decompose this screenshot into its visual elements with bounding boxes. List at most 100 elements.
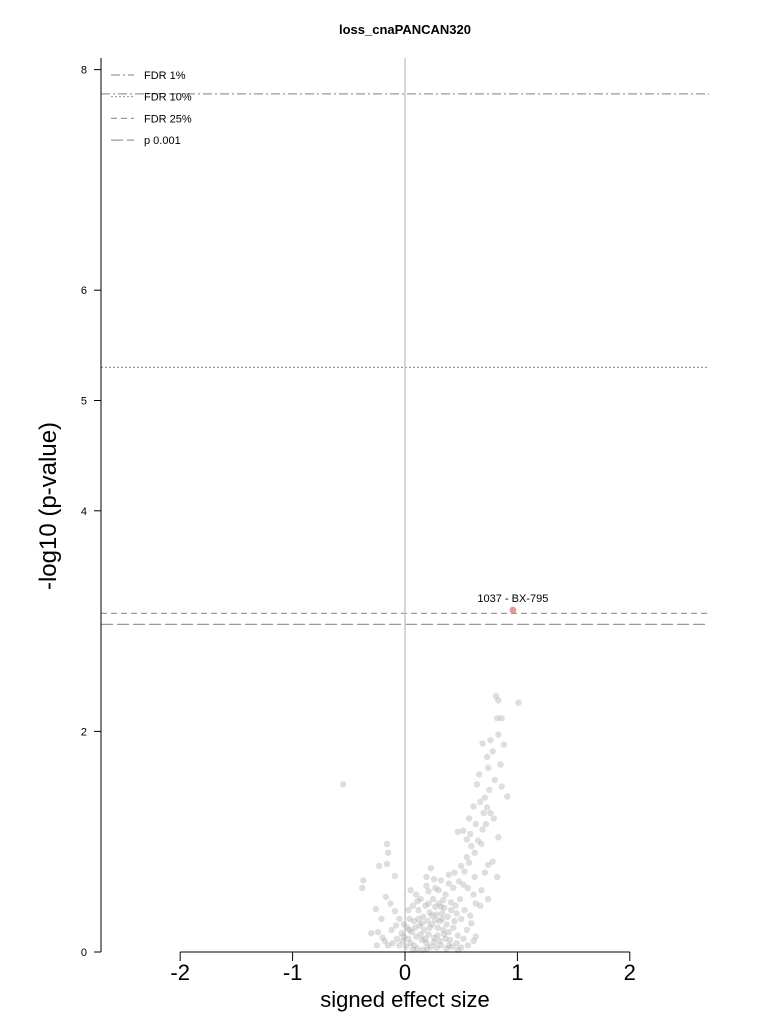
data-point <box>458 862 465 870</box>
data-point <box>470 891 477 898</box>
data-point <box>423 940 430 947</box>
data-point <box>393 935 401 942</box>
data-point <box>400 933 408 940</box>
data-point <box>473 781 481 788</box>
data-point <box>383 840 391 848</box>
y-axis-label: -log10 (p-value) <box>35 422 62 590</box>
data-point <box>463 836 470 843</box>
data-point <box>427 943 435 950</box>
data-point <box>391 872 399 880</box>
data-point <box>425 888 432 895</box>
y-tick-label: 8 <box>81 65 87 77</box>
data-point <box>463 853 470 861</box>
data-point <box>481 869 488 876</box>
legend-entry: FDR 10% <box>144 92 192 104</box>
data-point <box>372 905 379 913</box>
data-point <box>454 932 461 939</box>
data-point <box>417 931 424 938</box>
data-point <box>419 946 427 953</box>
data-point <box>422 902 429 909</box>
data-point <box>487 737 494 744</box>
data-point <box>441 931 448 938</box>
data-point <box>435 887 442 894</box>
chart-title: loss_cnaPANCAN320 <box>339 22 471 37</box>
x-tick-label: 0 <box>399 960 411 985</box>
data-point <box>422 935 429 942</box>
data-point <box>464 884 472 892</box>
data-point <box>491 776 499 784</box>
data-point <box>359 884 366 892</box>
data-point <box>455 878 463 885</box>
data-point <box>424 945 431 952</box>
y-axis: 0 2 4 5 6 8 <box>81 58 102 959</box>
data-point <box>396 942 403 949</box>
data-point <box>477 798 484 806</box>
data-point <box>477 902 484 909</box>
data-point <box>483 804 491 811</box>
data-point <box>463 926 470 934</box>
data-point <box>392 922 400 929</box>
data-point <box>489 858 496 865</box>
data-point <box>447 906 455 914</box>
data-point <box>400 921 408 928</box>
data-point <box>460 827 467 834</box>
data-point <box>399 937 406 945</box>
data-point <box>443 945 450 952</box>
data-point <box>417 895 424 903</box>
y-tick-label: 4 <box>81 506 87 518</box>
data-point <box>490 815 497 822</box>
data-point <box>464 942 472 949</box>
data-point <box>435 900 442 907</box>
data-point <box>447 899 455 906</box>
data-point <box>479 740 486 747</box>
data-point <box>434 924 441 931</box>
data-point <box>461 906 468 914</box>
data-point <box>444 913 451 920</box>
data-point <box>432 903 439 910</box>
data-point <box>408 928 415 936</box>
x-axis-label: signed effect size <box>320 987 490 1012</box>
data-point <box>418 936 426 944</box>
data-point <box>432 916 439 924</box>
data-point <box>373 942 381 949</box>
data-point <box>454 946 461 953</box>
data-point <box>415 915 422 923</box>
data-point <box>454 828 461 835</box>
data-point <box>482 820 490 828</box>
data-point <box>411 924 419 931</box>
legend: FDR 1% FDR 10% FDR 25% p 0.001 <box>111 70 192 147</box>
data-point <box>485 764 492 771</box>
data-point <box>498 783 505 790</box>
data-point <box>485 861 492 869</box>
x-tick-label: -1 <box>283 960 303 985</box>
data-point <box>415 906 422 914</box>
data-point <box>468 920 475 927</box>
data-point <box>379 934 386 941</box>
data-point <box>414 898 421 905</box>
data-point <box>387 900 394 907</box>
data-point <box>489 748 496 755</box>
data-point <box>360 877 367 884</box>
data-point <box>495 834 502 841</box>
data-point <box>460 935 467 942</box>
legend-entry: FDR 1% <box>144 70 186 82</box>
data-point <box>451 869 458 876</box>
data-point <box>465 815 473 822</box>
data-point <box>442 891 449 898</box>
data-point <box>407 940 414 947</box>
data-point <box>476 771 483 778</box>
data-point <box>410 942 418 949</box>
highlighted-point <box>509 606 517 614</box>
data-point <box>382 893 390 901</box>
data-point <box>431 934 438 941</box>
data-point <box>437 903 445 910</box>
data-point <box>438 915 446 923</box>
data-point <box>396 915 403 923</box>
data-point <box>460 881 467 888</box>
data-point <box>374 928 382 936</box>
data-point <box>474 837 482 844</box>
data-point <box>414 945 421 952</box>
data-point <box>449 943 456 950</box>
data-point <box>423 882 430 889</box>
